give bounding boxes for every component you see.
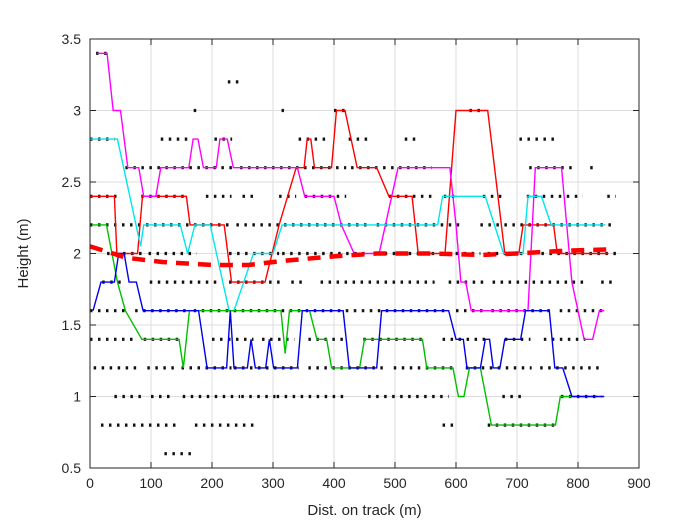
series-lines [90, 52, 609, 426]
dashed-red-trend [89, 244, 615, 268]
trend-dashed-line [89, 244, 615, 268]
series-magenta-line [97, 52, 605, 340]
tick-labels: 0 100 200 300 400 500 600 700 800 900 0.5 1 1.5 2 2.5 3… [62, 31, 651, 491]
y-tick-label: 2 [73, 246, 81, 262]
x-axis-label: Dist. on track (m) [307, 502, 421, 519]
y-tick-label: 3.5 [62, 31, 82, 47]
x-tick-label: 900 [627, 475, 651, 491]
y-tick-label: 3 [73, 103, 81, 119]
x-tick-label: 700 [505, 475, 529, 491]
y-tick-label: 1.5 [62, 317, 82, 333]
x-tick-label: 500 [383, 475, 407, 491]
x-tick-label: 100 [139, 475, 163, 491]
x-tick-label: 0 [86, 475, 94, 491]
x-tick-label: 300 [261, 475, 285, 491]
series-blue-line [92, 252, 605, 398]
y-tick-label: 0.5 [62, 460, 82, 476]
x-tick-label: 800 [566, 475, 590, 491]
series-red-line [90, 109, 609, 283]
y-tick-label: 2.5 [62, 174, 82, 190]
tick-marks [89, 38, 640, 469]
y-axis-label: Height (m) [15, 218, 32, 288]
x-tick-label: 600 [444, 475, 468, 491]
series-cyan-line [90, 138, 606, 312]
x-tick-label: 200 [200, 475, 224, 491]
y-tick-label: 1 [73, 389, 81, 405]
x-tick-label: 400 [322, 475, 346, 491]
